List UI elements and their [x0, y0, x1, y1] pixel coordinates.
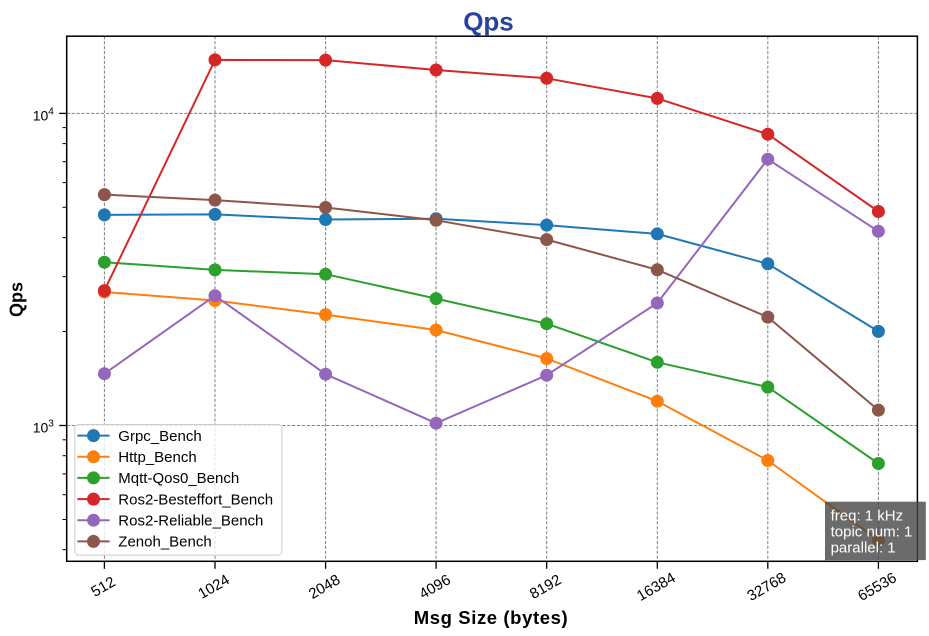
svg-text:topic num: 1: topic num: 1	[831, 524, 913, 541]
svg-text:parallel: 1: parallel: 1	[831, 540, 896, 557]
svg-text:Mqtt-Qos0_Bench: Mqtt-Qos0_Bench	[118, 470, 239, 487]
svg-text:freq: 1 kHz: freq: 1 kHz	[831, 507, 904, 524]
svg-text:Ros2-Besteffort_Bench: Ros2-Besteffort_Bench	[118, 491, 273, 508]
svg-text:Zenoh_Bench: Zenoh_Bench	[118, 534, 211, 551]
svg-text:Ros2-Reliable_Bench: Ros2-Reliable_Bench	[118, 512, 263, 529]
svg-text:Grpc_Bench: Grpc_Bench	[118, 428, 201, 445]
svg-text:Qps: Qps	[7, 282, 27, 317]
svg-text:Http_Bench: Http_Bench	[118, 449, 196, 466]
svg-text:Qps: Qps	[463, 7, 514, 37]
svg-text:Msg Size (bytes): Msg Size (bytes)	[414, 607, 569, 628]
